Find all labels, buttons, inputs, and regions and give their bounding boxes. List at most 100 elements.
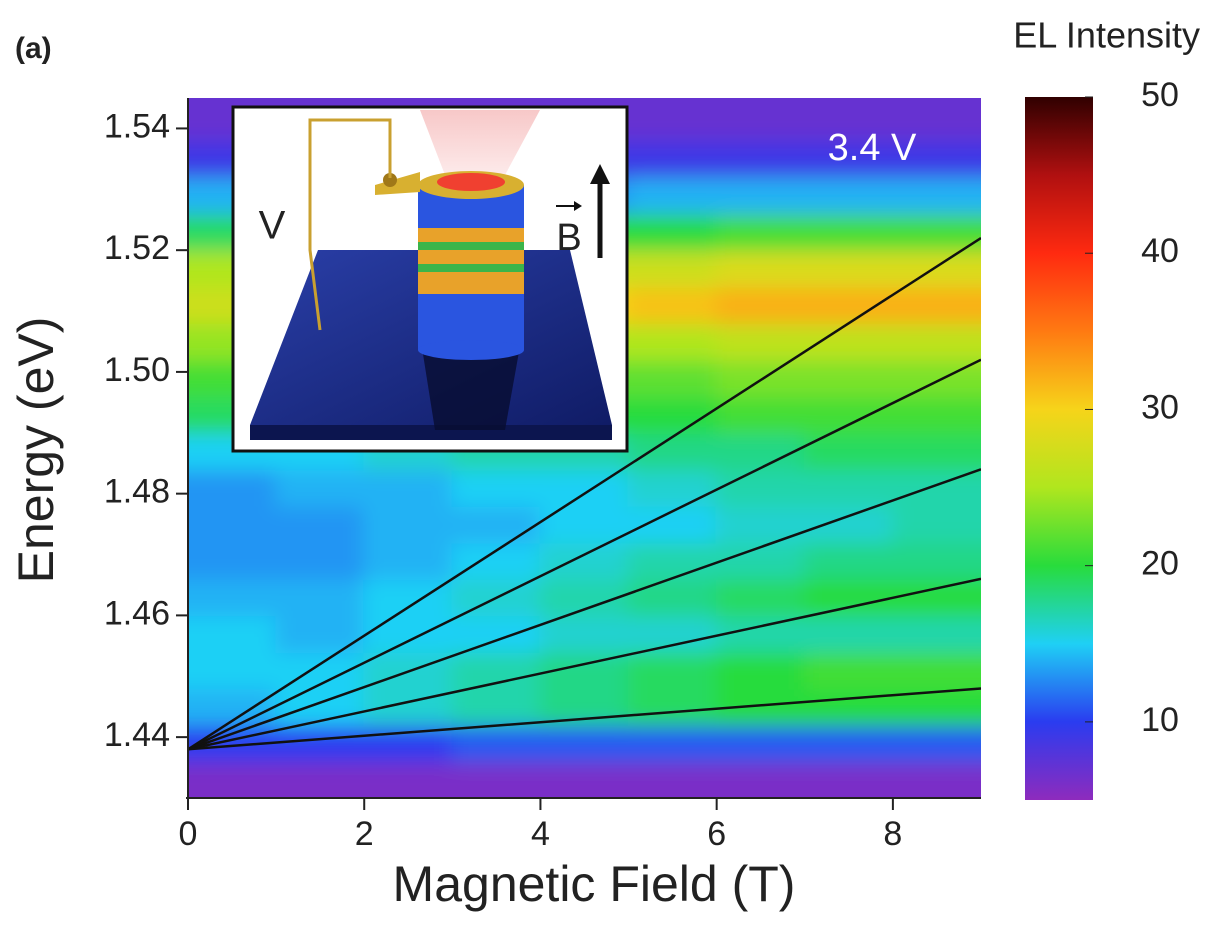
heatmap-cell	[804, 541, 894, 580]
layer	[418, 250, 524, 264]
heatmap-cell	[716, 249, 806, 288]
heatmap-cell	[275, 468, 365, 507]
heatmap-cell	[716, 468, 806, 507]
heatmap-cell	[628, 468, 718, 507]
field-label: B	[556, 217, 581, 259]
heatmap-cell	[628, 359, 718, 398]
x-tick-label: 6	[707, 815, 726, 853]
heatmap-cell	[628, 140, 718, 179]
heatmap-cell	[628, 395, 718, 434]
heatmap-cell	[539, 505, 629, 544]
heatmap-cell	[804, 359, 894, 398]
heatmap-cell	[716, 213, 806, 252]
x-axis-title: Magnetic Field (T)	[393, 856, 796, 912]
x-tick-label: 4	[531, 815, 550, 853]
colorbar-tick-label: 40	[1141, 232, 1179, 270]
pillar-base	[418, 340, 524, 360]
heatmap-cell	[804, 578, 894, 617]
heatmap-cell	[451, 541, 541, 580]
heatmap-cell	[804, 505, 894, 544]
heatmap-cell	[628, 541, 718, 580]
heatmap-cell	[275, 614, 365, 653]
heatmap-cell	[628, 724, 718, 763]
heatmap-cell	[363, 505, 453, 544]
heatmap-cell	[716, 140, 806, 179]
inset: V B	[233, 107, 627, 451]
heatmap-cell	[716, 432, 806, 471]
heatmap-cell	[628, 322, 718, 361]
heatmap-cell	[716, 578, 806, 617]
heatmap-cell	[275, 541, 365, 580]
y-tick-label: 1.46	[104, 594, 170, 632]
layer	[418, 264, 524, 272]
heatmap-cell	[716, 505, 806, 544]
heatmap-cell	[716, 724, 806, 763]
x-tick-label: 2	[355, 815, 374, 853]
heatmap-cell	[804, 213, 894, 252]
heatmap-cell	[716, 67, 806, 142]
heatmap-cell	[451, 724, 541, 763]
colorbar	[1025, 97, 1093, 800]
heatmap-cell	[804, 651, 894, 690]
colorbar-tick-label: 20	[1141, 545, 1179, 583]
heatmap-cell	[804, 249, 894, 288]
heatmap-cell	[628, 67, 718, 142]
heatmap-cell	[716, 651, 806, 690]
heatmap-cell	[451, 468, 541, 507]
heatmap-cell	[539, 724, 629, 763]
heatmap-cell	[804, 322, 894, 361]
heatmap-cell	[628, 176, 718, 215]
heatmap-cell	[363, 687, 453, 726]
colorbar-title: EL Intensity	[1013, 15, 1200, 56]
aperture	[437, 173, 505, 191]
colorbar-tick-label: 50	[1141, 76, 1179, 114]
heatmap-cell	[628, 213, 718, 252]
layer	[418, 228, 524, 242]
substrate-edge	[250, 425, 612, 440]
heatmap-cell	[451, 687, 541, 726]
colorbar-tick-label: 30	[1141, 388, 1179, 426]
layer	[418, 272, 524, 294]
heatmap-cell	[804, 614, 894, 653]
heatmap-cell	[628, 651, 718, 690]
y-tick-label: 1.54	[104, 107, 170, 145]
y-axis-title: Energy (eV)	[8, 317, 64, 584]
heatmap-cell	[716, 286, 806, 325]
y-tick-label: 1.50	[104, 351, 170, 389]
voltage-label: V	[259, 204, 286, 248]
y-tick-label: 1.48	[104, 473, 170, 511]
y-tick-label: 1.44	[104, 716, 170, 754]
heatmap-cell	[363, 614, 453, 653]
heatmap-cell	[716, 176, 806, 215]
heatmap-cell	[275, 578, 365, 617]
heatmap-cell	[628, 687, 718, 726]
heatmap-cell	[804, 724, 894, 763]
heatmap-cell	[275, 724, 365, 763]
heatmap-cell	[716, 322, 806, 361]
heatmap-cell	[451, 505, 541, 544]
heatmap-cell	[451, 614, 541, 653]
heatmap-cell	[804, 432, 894, 471]
heatmap-cell	[628, 614, 718, 653]
heatmap-cell	[275, 505, 365, 544]
heatmap-cell	[628, 249, 718, 288]
heatmap-cell	[804, 687, 894, 726]
panel-label: (a)	[15, 32, 52, 65]
annotation: 3.4 V	[828, 127, 917, 169]
heatmap-cell	[363, 578, 453, 617]
heatmap-cell	[804, 286, 894, 325]
layer	[418, 242, 524, 250]
heatmap-cell	[804, 468, 894, 507]
heatmap-cell	[716, 359, 806, 398]
heatmap-cell	[804, 395, 894, 434]
y-tick-label: 1.52	[104, 229, 170, 267]
heatmap-cell	[539, 541, 629, 580]
heatmap-cell	[363, 468, 453, 507]
heatmap-cell	[363, 541, 453, 580]
heatmap-cell	[804, 176, 894, 215]
chart: V B (a) EL Intensity 3.4 V Magnetic Fiel…	[0, 0, 1214, 926]
heatmap-cell	[628, 286, 718, 325]
colorbar-tick-label: 10	[1141, 701, 1179, 739]
x-tick-label: 0	[179, 815, 198, 853]
heatmap-cell	[628, 578, 718, 617]
